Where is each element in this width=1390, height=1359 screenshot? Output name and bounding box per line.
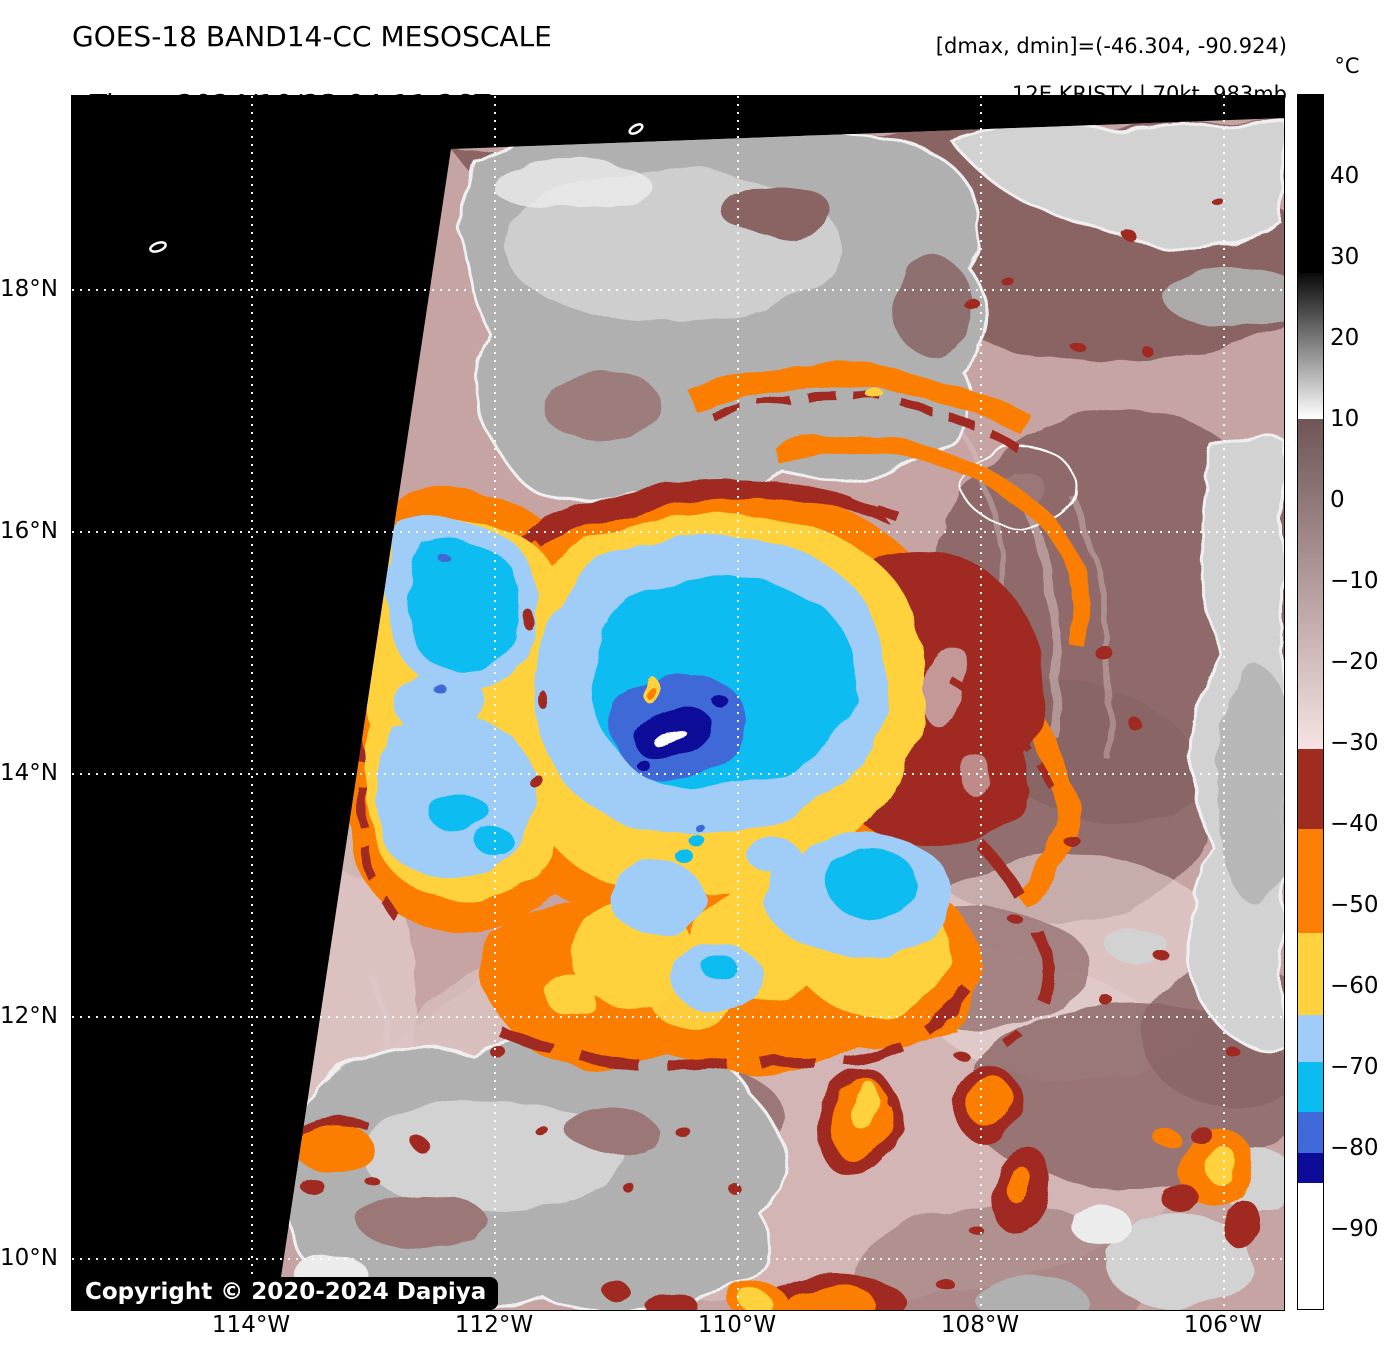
colorbar-segment-cyan <box>1298 1062 1323 1112</box>
colorbar-tick-label: −60 <box>1330 973 1379 999</box>
latitude-label: 14°N <box>0 760 58 786</box>
colorbar-tick-label: −30 <box>1330 730 1379 756</box>
longitude-label: 108°W <box>940 1312 1020 1338</box>
longitude-label: 112°W <box>454 1312 534 1338</box>
colorbar-segment-yellow <box>1298 933 1323 1015</box>
colorbar-segment-mauve-ramp <box>1298 419 1323 749</box>
latitude-label: 10°N <box>0 1245 58 1271</box>
colorbar-tick-label: −70 <box>1330 1054 1379 1080</box>
colorbar-tick-label: 0 <box>1330 487 1345 513</box>
colorbar-tick-label: 40 <box>1330 163 1360 189</box>
map-plot: Copyright © 2020-2024 Dapiya <box>71 95 1285 1311</box>
longitude-axis: 114°W 112°W 110°W 108°W 106°W <box>71 1311 1283 1351</box>
colorbar-segment-gray-ramp <box>1298 273 1323 419</box>
colorbar-tick-label: 30 <box>1330 244 1360 270</box>
hurricane-eye <box>653 728 685 746</box>
satellite-image <box>72 96 1284 1310</box>
colorbar <box>1297 94 1324 1310</box>
colorbar-segment-light-blue <box>1298 1015 1323 1062</box>
dmax-dmin-label: [dmax, dmin]=(-46.304, -90.924) <box>935 34 1287 58</box>
colorbar-tick-label: 20 <box>1330 325 1360 351</box>
contour-squiggle-west <box>149 241 167 253</box>
latitude-label: 12°N <box>0 1003 58 1029</box>
latitude-label: 18°N <box>0 276 58 302</box>
scattered-convective-cells <box>289 666 1260 1310</box>
dark-red-speckles <box>365 197 1239 1292</box>
colorbar-segment-black-hot <box>1298 95 1323 273</box>
colorbar-tick-label: −40 <box>1330 811 1379 837</box>
colorbar-segment-orange <box>1298 829 1323 933</box>
colorbar-segment-royal-blue <box>1298 1112 1323 1153</box>
colorbar-tick-label: −90 <box>1330 1216 1379 1242</box>
colorbar-segment-navy <box>1298 1153 1323 1183</box>
colorbar-segment-dark-red <box>1298 749 1323 829</box>
hurricane-core <box>430 554 748 832</box>
colorbar-tick-label: 10 <box>1330 406 1360 432</box>
copyright-badge: Copyright © 2020-2024 Dapiya <box>75 1277 499 1310</box>
warm-cloud-masses <box>276 118 1284 1310</box>
colorbar-tick-label: −10 <box>1330 568 1379 594</box>
colorbar-tick-label: −50 <box>1330 892 1379 918</box>
contour-squiggle-north <box>628 123 644 135</box>
longitude-label: 110°W <box>697 1312 777 1338</box>
colorbar-segment-cold-white <box>1298 1183 1323 1309</box>
longitude-label: 114°W <box>211 1312 291 1338</box>
latitude-label: 16°N <box>0 518 58 544</box>
colorbar-unit-label: °C <box>1334 54 1360 78</box>
colorbar-tick-label: −20 <box>1330 649 1379 675</box>
longitude-label: 106°W <box>1183 1312 1263 1338</box>
latitude-axis: 18°N 16°N 14°N 12°N 10°N <box>0 95 64 1309</box>
title-line: GOES-18 BAND14-CC MESOSCALE <box>72 20 552 53</box>
hurricane-kristy <box>341 365 1089 1074</box>
colorbar-tick-label: −80 <box>1330 1135 1379 1161</box>
colorbar-tick-labels: 40 30 20 10 0 −10 −20 −30 −40 −50 −60 −70 −80 −90 <box>1330 95 1390 1309</box>
satellite-scene <box>276 118 1284 1310</box>
